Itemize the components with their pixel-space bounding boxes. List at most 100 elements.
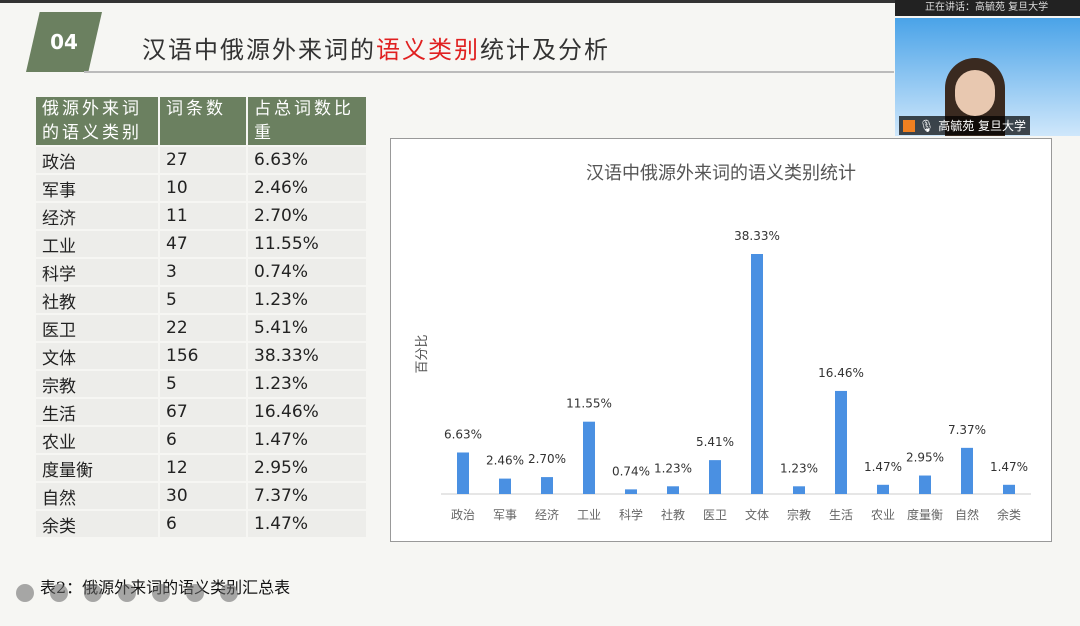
cell-ratio: 2.70% bbox=[246, 201, 368, 231]
cell-ratio: 1.47% bbox=[246, 425, 368, 455]
pen-icon[interactable] bbox=[84, 584, 102, 602]
x-tick-label: 余类 bbox=[997, 507, 1021, 522]
table-row: 工业 47 11.55% bbox=[34, 229, 368, 259]
cell-ratio: 7.37% bbox=[246, 481, 368, 511]
cell-ratio: 16.46% bbox=[246, 397, 368, 427]
cell-count: 12 bbox=[158, 453, 248, 483]
data-label: 1.23% bbox=[780, 461, 818, 475]
cell-ratio: 0.74% bbox=[246, 257, 368, 287]
header-count: 词条数 bbox=[158, 95, 248, 147]
bar bbox=[583, 421, 595, 494]
header-ratio: 占总词数比重 bbox=[246, 95, 368, 147]
cell-ratio: 2.46% bbox=[246, 173, 368, 203]
x-tick-label: 科学 bbox=[619, 507, 643, 522]
bar bbox=[709, 460, 721, 494]
cell-category: 工业 bbox=[34, 229, 160, 259]
cell-count: 30 bbox=[158, 481, 248, 511]
data-label: 1.47% bbox=[864, 460, 902, 474]
x-tick-label: 文体 bbox=[745, 507, 769, 522]
bar bbox=[751, 254, 763, 494]
table-row: 文体 156 38.33% bbox=[34, 341, 368, 371]
data-label: 0.74% bbox=[612, 464, 650, 478]
cell-category: 医卫 bbox=[34, 313, 160, 343]
data-label: 38.33% bbox=[734, 229, 780, 243]
cell-count: 27 bbox=[158, 145, 248, 175]
participant-name: 高毓苑 复旦大学 bbox=[938, 119, 1027, 133]
data-label: 2.95% bbox=[906, 451, 944, 465]
user-icon bbox=[903, 119, 915, 132]
cell-count: 22 bbox=[158, 313, 248, 343]
title-highlight: 语义类别 bbox=[376, 36, 480, 64]
title-divider bbox=[84, 71, 894, 73]
y-axis-label: 百分比 bbox=[415, 334, 430, 373]
cell-category: 文体 bbox=[34, 341, 160, 371]
table-row: 军事 10 2.46% bbox=[34, 173, 368, 203]
next-icon[interactable] bbox=[50, 584, 68, 602]
bar bbox=[457, 452, 469, 494]
table-row: 生活 67 16.46% bbox=[34, 397, 368, 427]
cell-count: 3 bbox=[158, 257, 248, 287]
x-tick-label: 医卫 bbox=[703, 508, 727, 522]
speaking-indicator: 正在讲话：高毓苑 复旦大学 bbox=[895, 0, 1080, 16]
bar bbox=[1003, 484, 1015, 494]
bar-chart: 汉语中俄源外来词的语义类别统计 百分比 6.63% 政治 2.46% 军事 2.70% 经… bbox=[415, 163, 1031, 522]
cell-ratio: 6.63% bbox=[246, 145, 368, 175]
participant-face bbox=[955, 70, 995, 116]
x-tick-label: 政治 bbox=[451, 508, 475, 522]
slide-number-badge: 04 bbox=[26, 12, 102, 72]
cell-count: 10 bbox=[158, 173, 248, 203]
data-label: 2.70% bbox=[528, 452, 566, 466]
title-part: 汉语中俄源外来词的 bbox=[142, 36, 376, 64]
bar bbox=[499, 478, 511, 494]
comment-icon[interactable] bbox=[186, 584, 204, 602]
x-tick-label: 自然 bbox=[955, 507, 979, 522]
x-tick-label: 工业 bbox=[577, 508, 601, 522]
header-category: 俄源外来词的语义类别 bbox=[34, 95, 160, 147]
x-tick-label: 度量衡 bbox=[907, 507, 943, 522]
cell-count: 47 bbox=[158, 229, 248, 259]
slides-icon[interactable] bbox=[152, 584, 170, 602]
prev-icon[interactable] bbox=[16, 584, 34, 602]
cell-category: 科学 bbox=[34, 257, 160, 287]
slide-title: 汉语中俄源外来词的语义类别统计及分析 bbox=[142, 30, 610, 65]
data-label: 2.46% bbox=[486, 454, 524, 468]
table-row: 科学 3 0.74% bbox=[34, 257, 368, 287]
cell-ratio: 1.23% bbox=[246, 285, 368, 315]
cell-category: 度量衡 bbox=[34, 453, 160, 483]
chart-panel: 汉语中俄源外来词的语义类别统计 百分比 6.63% 政治 2.46% 军事 2.70% 经… bbox=[390, 138, 1052, 542]
fullscreen-icon[interactable] bbox=[118, 584, 136, 602]
cell-ratio: 11.55% bbox=[246, 229, 368, 259]
x-tick-label: 生活 bbox=[829, 508, 853, 522]
cell-category: 余类 bbox=[34, 509, 160, 539]
x-tick-label: 经济 bbox=[535, 507, 559, 522]
bar bbox=[877, 484, 889, 494]
cell-count: 67 bbox=[158, 397, 248, 427]
data-label: 1.47% bbox=[990, 460, 1028, 474]
data-label: 6.63% bbox=[444, 427, 482, 441]
cell-count: 156 bbox=[158, 341, 248, 371]
cell-category: 农业 bbox=[34, 425, 160, 455]
bar bbox=[667, 486, 679, 494]
cell-category: 经济 bbox=[34, 201, 160, 231]
chart-title: 汉语中俄源外来词的语义类别统计 bbox=[586, 163, 856, 184]
cell-category: 自然 bbox=[34, 481, 160, 511]
x-tick-label: 宗教 bbox=[787, 507, 811, 522]
cell-count: 5 bbox=[158, 369, 248, 399]
cell-category: 社教 bbox=[34, 285, 160, 315]
x-tick-label: 军事 bbox=[493, 508, 517, 522]
cell-ratio: 5.41% bbox=[246, 313, 368, 343]
bar bbox=[625, 489, 637, 494]
table-row: 自然 30 7.37% bbox=[34, 481, 368, 511]
more-icon[interactable] bbox=[220, 584, 238, 602]
table-row: 医卫 22 5.41% bbox=[34, 313, 368, 343]
cell-category: 军事 bbox=[34, 173, 160, 203]
cell-count: 5 bbox=[158, 285, 248, 315]
title-part: 统计及分析 bbox=[480, 36, 610, 64]
window-top-bar bbox=[0, 0, 1080, 3]
data-label: 11.55% bbox=[566, 397, 612, 411]
table-row: 社教 5 1.23% bbox=[34, 285, 368, 315]
table-row: 余类 6 1.47% bbox=[34, 509, 368, 539]
data-label: 16.46% bbox=[818, 366, 864, 380]
bar bbox=[919, 475, 931, 494]
video-tile[interactable]: 🎙 高毓苑 复旦大学 bbox=[895, 18, 1080, 136]
